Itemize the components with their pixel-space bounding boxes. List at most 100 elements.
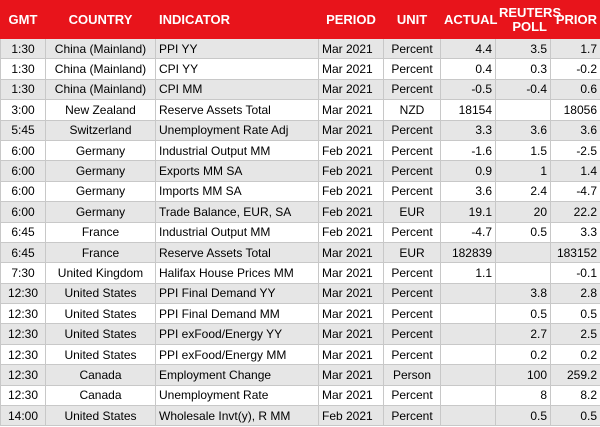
table-cell: -4.7 (440, 221, 496, 243)
table-row: 12:30 United States PPI exFood/Energy MM Ma… (0, 343, 600, 366)
table-cell: 8 (495, 384, 551, 407)
table-cell: 183152 (550, 241, 600, 264)
table-cell: 1 (495, 160, 551, 182)
column-header: INDICATOR (155, 0, 319, 39)
table-cell: 0.4 (440, 58, 496, 80)
table-cell: Employment Change (155, 364, 319, 386)
table-cell: EUR (383, 201, 441, 223)
table-cell: 1:30 (0, 37, 46, 60)
table-row: 1:30 China (Mainland) PPI YY Mar 2021 Percen… (0, 37, 600, 60)
table-cell (440, 343, 496, 366)
header-row: GMT COUNTRY INDICATOR PERIOD UNIT ACTUAL REUTE… (0, 0, 600, 39)
table-cell: PPI exFood/Energy MM (155, 343, 319, 366)
column-header: PRIOR (550, 0, 600, 39)
table-cell: Percent (383, 37, 441, 60)
table-cell: 3.8 (495, 282, 551, 305)
table-cell: CPI YY (155, 58, 319, 80)
table-cell: France (45, 241, 156, 264)
table-cell: Mar 2021 (318, 58, 384, 80)
table-row: 12:30 United States PPI Final Demand MM Mar… (0, 303, 600, 325)
table-row: 6:45 France Reserve Assets Total Mar 2021 EU… (0, 241, 600, 264)
table-cell: Percent (383, 323, 441, 345)
table-cell: France (45, 221, 156, 243)
table-cell: Percent (383, 282, 441, 305)
table-cell: 3:00 (0, 99, 46, 121)
table-cell: Feb 2021 (318, 201, 384, 223)
table-cell (495, 262, 551, 284)
table-cell: 0.2 (495, 343, 551, 366)
table-cell: United Kingdom (45, 262, 156, 284)
table-cell: 8.2 (550, 384, 600, 407)
table-cell: Feb 2021 (318, 139, 384, 162)
table-row: 5:45 Switzerland Unemployment Rate Adj Mar … (0, 119, 600, 141)
table-cell: NZD (383, 99, 441, 121)
table-cell: Mar 2021 (318, 303, 384, 325)
table-cell: 20 (495, 201, 551, 223)
table-cell: Mar 2021 (318, 37, 384, 60)
table-cell: -1.6 (440, 139, 496, 162)
table-cell: 259.2 (550, 364, 600, 386)
table-cell: United States (45, 282, 156, 305)
table-cell: 0.5 (550, 405, 600, 427)
table-cell: 6:45 (0, 221, 46, 243)
table-cell: 1.1 (440, 262, 496, 284)
table-cell: 5:45 (0, 119, 46, 141)
table-cell: 6:00 (0, 160, 46, 182)
table-cell: 0.5 (495, 303, 551, 325)
table-cell: Industrial Output MM (155, 221, 319, 243)
table-cell (495, 99, 551, 121)
table-cell: Mar 2021 (318, 119, 384, 141)
table-cell: -0.1 (550, 262, 600, 284)
table-cell: Exports MM SA (155, 160, 319, 182)
table-cell: New Zealand (45, 99, 156, 121)
table-cell: Unemployment Rate Adj (155, 119, 319, 141)
table-row: 7:30 United Kingdom Halifax House Prices M… (0, 262, 600, 284)
table-cell: 12:30 (0, 364, 46, 386)
table-cell: 12:30 (0, 303, 46, 325)
table-row: 6:00 Germany Exports MM SA Feb 2021 Percent 0… (0, 160, 600, 182)
table-cell: 3.5 (495, 37, 551, 60)
table-cell: Canada (45, 384, 156, 407)
table-cell: Percent (383, 303, 441, 325)
table-cell: Feb 2021 (318, 221, 384, 243)
table-cell: Mar 2021 (318, 282, 384, 305)
table-cell (440, 384, 496, 407)
table-cell: 2.8 (550, 282, 600, 305)
table-body: 1:30 China (Mainland) PPI YY Mar 2021 Percen… (0, 37, 600, 427)
table-cell: Mar 2021 (318, 343, 384, 366)
table-cell: Feb 2021 (318, 160, 384, 182)
table-cell: Reserve Assets Total (155, 241, 319, 264)
table-cell: 12:30 (0, 282, 46, 305)
table-cell (440, 282, 496, 305)
table-cell: Percent (383, 58, 441, 80)
table-cell: PPI Final Demand YY (155, 282, 319, 305)
table-cell: United States (45, 343, 156, 366)
table-cell: United States (45, 323, 156, 345)
column-header: GMT (0, 0, 46, 39)
table-cell (440, 303, 496, 325)
table-row: 12:30 Canada Unemployment Rate Mar 2021 Perc… (0, 384, 600, 407)
table-cell (440, 323, 496, 345)
table-cell: 22.2 (550, 201, 600, 223)
table-cell: 6:00 (0, 201, 46, 223)
table-cell (495, 241, 551, 264)
table-cell: 3.6 (495, 119, 551, 141)
table-row: 6:45 France Industrial Output MM Feb 2021 Pe… (0, 221, 600, 243)
table-row: 12:30 United States PPI Final Demand YY Mar… (0, 282, 600, 305)
table-cell: 1:30 (0, 78, 46, 101)
table-cell: 3.6 (440, 180, 496, 203)
table-cell: Unemployment Rate (155, 384, 319, 407)
table-cell: 0.6 (550, 78, 600, 101)
column-header: PERIOD (318, 0, 384, 39)
table-cell: Germany (45, 139, 156, 162)
table-cell: Germany (45, 201, 156, 223)
table-cell: United States (45, 405, 156, 427)
table-cell: 19.1 (440, 201, 496, 223)
table-cell: 18154 (440, 99, 496, 121)
table-cell: Mar 2021 (318, 262, 384, 284)
column-header: REUTERS POLL (495, 0, 561, 39)
table-cell: 3.6 (550, 119, 600, 141)
column-header: ACTUAL (440, 0, 497, 39)
